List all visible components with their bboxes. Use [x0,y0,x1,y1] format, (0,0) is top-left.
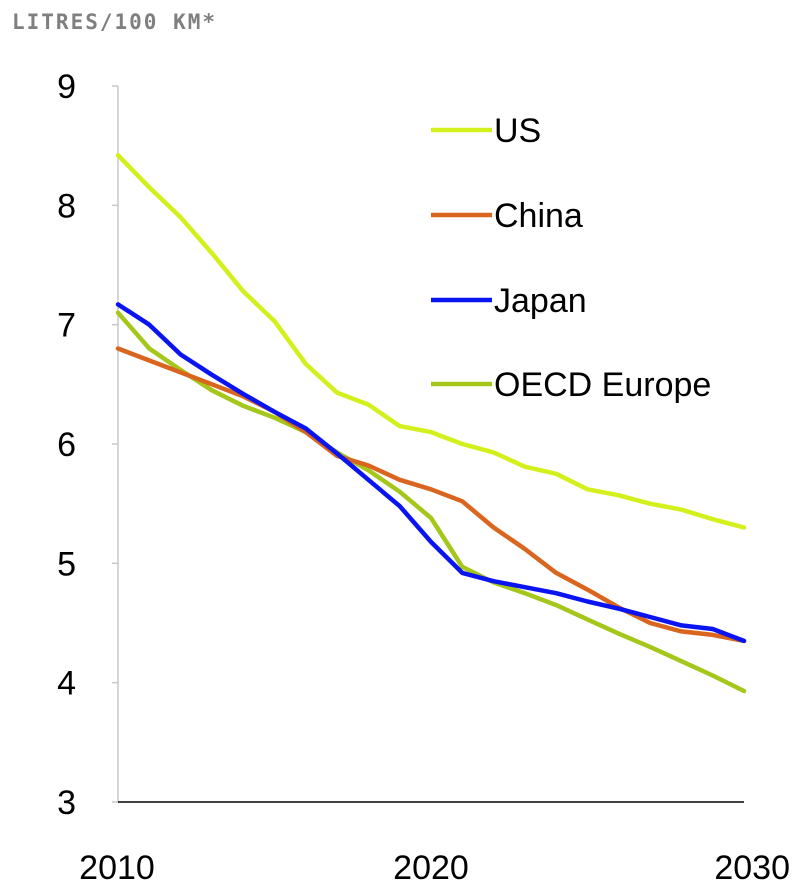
legend-label-china: China [494,197,583,235]
legend-label-oecd-europe: OECD Europe [494,366,711,404]
x-tick-label: 2020 [393,849,469,887]
legend-label-japan: Japan [494,282,587,320]
y-tick-label: 7 [57,307,76,345]
y-tick-label: 5 [57,545,76,583]
legend: US China Japan OECD Europe [431,112,711,404]
y-tick-label: 6 [57,426,76,464]
y-tick-label: 3 [57,784,76,822]
tick-labels: 3 4 5 6 7 8 9 2010 2020 2030 [57,68,790,887]
series-line-oecd-europe [115,310,747,694]
series-line-japan [115,302,747,644]
x-tick-label: 2010 [79,849,155,887]
series-lines [115,152,747,694]
y-unit-label: LITRES/100 KM* [12,10,218,34]
legend-label-us: US [494,112,541,150]
y-tick-label: 4 [57,665,76,703]
series-line-china [115,346,747,644]
x-tick-label: 2030 [714,849,790,887]
series-line-us [115,152,747,530]
y-tick-label: 9 [57,68,76,106]
axes [117,86,744,803]
y-tick-label: 8 [57,187,76,225]
